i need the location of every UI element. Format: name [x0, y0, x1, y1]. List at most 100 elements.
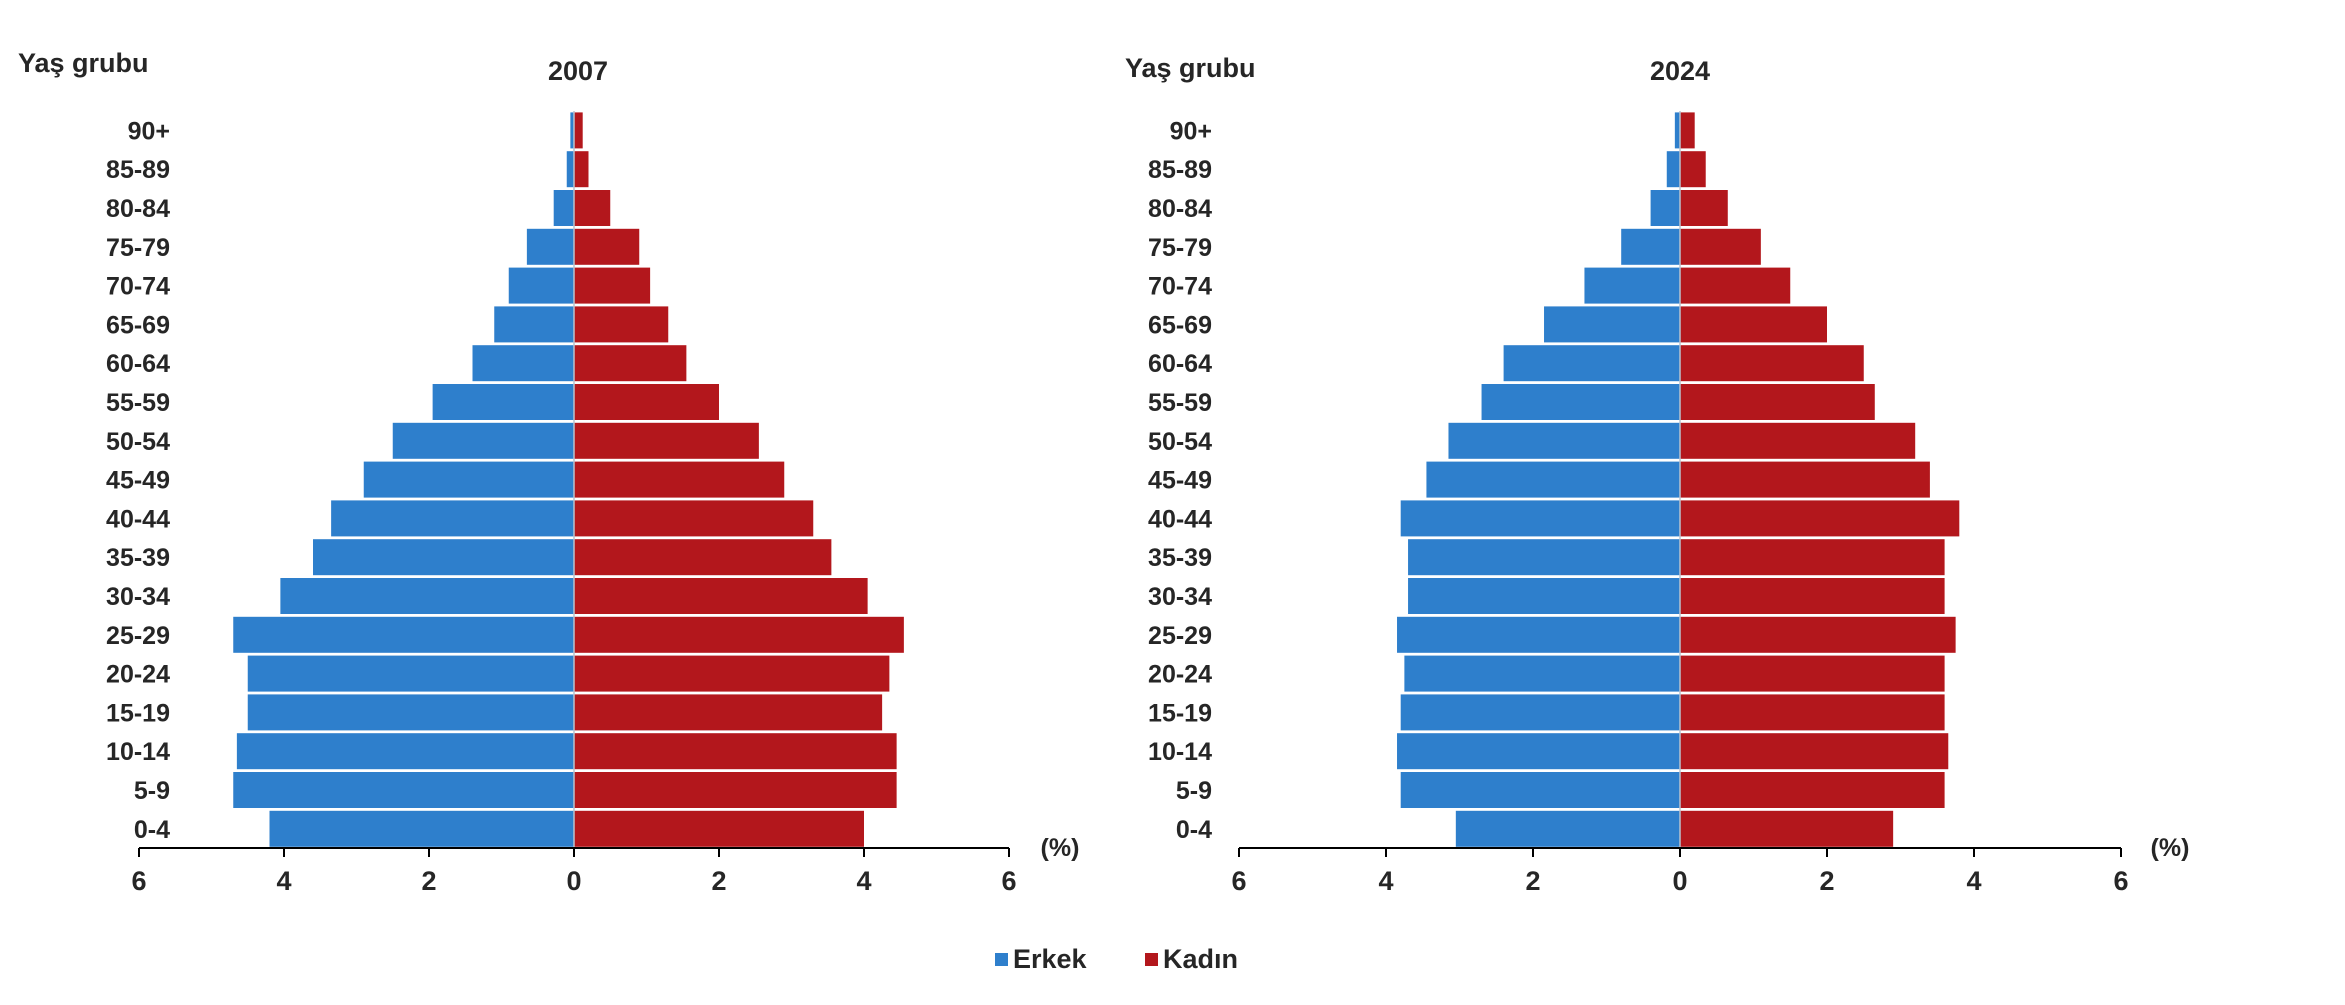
- bar-kadin-65-69: [574, 306, 669, 343]
- bar-erkek-60-64: [1503, 345, 1680, 382]
- category-label: 45-49: [106, 467, 170, 495]
- bar-kadin-0-4: [574, 810, 864, 847]
- x-tick-label: 0: [1672, 866, 1687, 896]
- category-label: 10-14: [1148, 738, 1212, 766]
- bar-erkek-40-44: [1400, 500, 1680, 537]
- bar-erkek-5-9: [233, 772, 574, 808]
- category-label: 80-84: [1148, 195, 1212, 223]
- legend: Erkek Kadın: [995, 944, 1238, 974]
- bar-erkek-35-39: [313, 539, 574, 576]
- category-label: 85-89: [1148, 156, 1212, 184]
- bar-kadin-40-44: [574, 500, 814, 537]
- bar-kadin-60-64: [1680, 345, 1864, 382]
- x-tick-label: 2: [1525, 866, 1540, 896]
- x-tick-label: 4: [856, 866, 871, 896]
- bar-kadin-25-29: [574, 616, 904, 653]
- bar-erkek-80-84: [1650, 190, 1680, 226]
- bar-erkek-0-4: [1455, 810, 1680, 847]
- bar-kadin-60-64: [574, 345, 687, 382]
- bar-erkek-50-54: [392, 422, 574, 459]
- bar-erkek-75-79: [1621, 228, 1680, 265]
- bar-erkek-70-74: [1584, 267, 1680, 304]
- unit-label: (%): [1041, 834, 1080, 862]
- category-label: 40-44: [1148, 505, 1212, 533]
- legend-swatch-erkek: [995, 953, 1008, 966]
- category-label: 10-14: [106, 738, 170, 766]
- chart-title: 2024: [1650, 56, 1710, 86]
- bar-erkek-85-89: [1666, 151, 1680, 188]
- bar-erkek-65-69: [1544, 306, 1680, 343]
- category-label: 30-34: [106, 583, 170, 611]
- bar-kadin-20-24: [574, 655, 890, 692]
- category-label: 15-19: [1148, 699, 1212, 727]
- bar-kadin-30-34: [1680, 578, 1945, 614]
- bar-kadin-35-39: [574, 539, 832, 576]
- legend-label-kadin: Kadın: [1163, 944, 1238, 974]
- bar-erkek-0-4: [269, 810, 574, 847]
- y-axis-label: Yaş grubu: [18, 48, 149, 78]
- category-label: 75-79: [106, 234, 170, 262]
- category-label: 55-59: [1148, 389, 1212, 417]
- chart-title: 2007: [548, 56, 608, 86]
- x-tick-label: 6: [1231, 866, 1246, 896]
- bar-erkek-10-14: [1397, 733, 1680, 770]
- bar-erkek-25-29: [233, 616, 574, 653]
- bar-kadin-10-14: [1680, 733, 1949, 770]
- x-tick-label: 6: [131, 866, 146, 896]
- bar-kadin-70-74: [1680, 267, 1791, 304]
- bar-kadin-85-89: [1680, 151, 1706, 188]
- bar-erkek-10-14: [236, 733, 574, 770]
- legend-label-erkek: Erkek: [1013, 944, 1088, 974]
- category-label: 65-69: [106, 311, 170, 339]
- category-label: 30-34: [1148, 583, 1212, 611]
- x-tick-label: 6: [2113, 866, 2128, 896]
- category-label: 40-44: [106, 505, 170, 533]
- bar-kadin-75-79: [1680, 228, 1761, 265]
- bar-erkek-40-44: [331, 500, 574, 537]
- bar-erkek-5-9: [1400, 772, 1680, 808]
- bar-kadin-25-29: [1680, 616, 1956, 653]
- x-tick-label: 2: [421, 866, 436, 896]
- x-tick-label: 2: [711, 866, 726, 896]
- bar-kadin-90+: [574, 112, 583, 149]
- bar-erkek-15-19: [1400, 694, 1680, 731]
- category-label: 25-29: [106, 622, 170, 650]
- bar-erkek-45-49: [1426, 461, 1680, 498]
- bar-erkek-15-19: [247, 694, 574, 731]
- bar-erkek-85-89: [566, 151, 574, 188]
- category-label: 70-74: [106, 273, 170, 301]
- category-label: 55-59: [106, 389, 170, 417]
- category-label: 20-24: [1148, 661, 1212, 689]
- category-label: 90+: [128, 117, 170, 145]
- category-label: 85-89: [106, 156, 170, 184]
- category-label: 60-64: [106, 350, 170, 378]
- category-label: 45-49: [1148, 467, 1212, 495]
- category-label: 5-9: [134, 777, 170, 805]
- bar-erkek-35-39: [1408, 539, 1680, 576]
- category-label: 80-84: [106, 195, 170, 223]
- bar-erkek-70-74: [508, 267, 574, 304]
- category-label: 5-9: [1176, 777, 1212, 805]
- bar-erkek-75-79: [526, 228, 574, 265]
- category-label: 35-39: [1148, 544, 1212, 572]
- x-tick-label: 4: [1378, 866, 1393, 896]
- category-label: 20-24: [106, 661, 170, 689]
- bar-erkek-50-54: [1448, 422, 1680, 459]
- bar-kadin-20-24: [1680, 655, 1945, 692]
- category-label: 50-54: [106, 428, 170, 456]
- category-label: 60-64: [1148, 350, 1212, 378]
- bar-erkek-25-29: [1397, 616, 1680, 653]
- bar-kadin-35-39: [1680, 539, 1945, 576]
- bar-kadin-15-19: [574, 694, 883, 731]
- category-label: 25-29: [1148, 622, 1212, 650]
- pyramid-panel-2024: 0-4 5-9 10-14 15-19 20-24 25-29 30-34 35-39 40-4…: [1125, 53, 2189, 896]
- legend-swatch-kadin: [1145, 953, 1158, 966]
- category-label: 90+: [1170, 117, 1212, 145]
- bar-erkek-90+: [1674, 112, 1680, 149]
- bar-erkek-45-49: [363, 461, 574, 498]
- x-tick-label: 4: [1966, 866, 1981, 896]
- x-tick-label: 0: [566, 866, 581, 896]
- bar-erkek-20-24: [247, 655, 574, 692]
- bar-kadin-0-4: [1680, 810, 1894, 847]
